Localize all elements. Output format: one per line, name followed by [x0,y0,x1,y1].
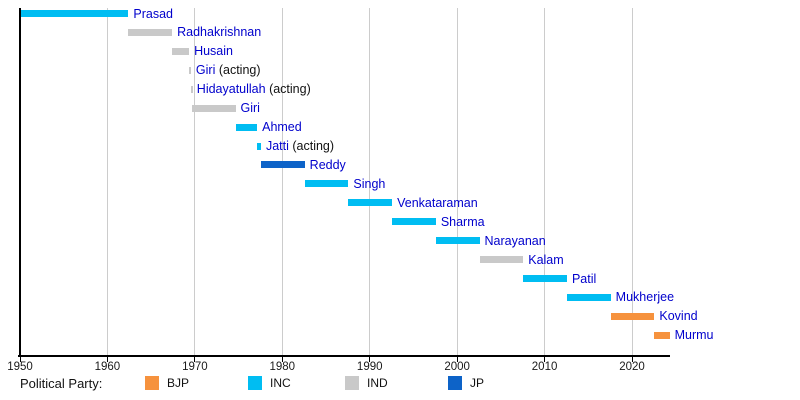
bar-name: Kovind [659,309,698,324]
bar-name: Murmu [674,328,714,343]
bar-giri-acting [189,66,192,74]
bar-kovind [610,312,655,320]
bar-murmu [654,331,670,339]
bar-radhakrishnan [128,28,173,36]
x-axis-line [18,355,670,357]
inc-color-swatch [248,376,262,390]
bar-label-narayanan: Narayanan [485,233,546,249]
bar-suffix: (acting) [215,63,261,78]
bar-name: Radhakrishnan [177,25,262,40]
bar-label-kovind: Kovind [659,308,697,324]
bjp-color-swatch [145,376,159,390]
bar-name: Giri [240,101,260,116]
bar-name: Venkataraman [397,195,478,210]
bar-suffix: (acting) [265,82,311,97]
x-axis-tick [19,357,21,362]
legend-title: Political Party: [20,376,103,391]
bar-ahmed [235,123,258,131]
x-axis-tick-label: 2020 [619,361,645,373]
bar-label-giri: Giri [241,100,260,116]
bar-name: Ahmed [262,120,302,135]
bar-sharma [392,218,436,226]
bar-label-prasad: Prasad [133,6,173,22]
x-axis-tick-label: 1960 [94,361,121,373]
x-axis-tick [281,357,283,362]
legend-label: IND [367,376,388,390]
bar-suffix: (acting) [288,139,335,153]
decade-gridline [281,8,283,355]
legend-label: BJP [167,376,190,390]
legend-label: INC [270,376,291,390]
x-axis-tick-label: 1950 [7,361,33,373]
x-axis-tick-label: 1980 [269,361,296,373]
bar-label-hidayatullah-acting: Hidayatullah (acting) [197,81,311,97]
bar-jatti-acting [257,142,261,150]
bar-name: Mukherjee [615,290,675,305]
bar-label-radhakrishnan: Radhakrishnan [177,24,261,40]
x-axis-tick [194,357,196,362]
decade-gridline [369,8,371,355]
decade-gridline [544,8,546,355]
bar-label-sharma: Sharma [441,214,485,230]
bar-label-kalam: Kalam [528,252,563,268]
x-axis-tick [456,357,458,362]
decade-gridline [631,8,633,355]
bar-label-venkataraman: Venkataraman [397,195,478,211]
bar-reddy [260,161,305,169]
bar-name: Narayanan [484,233,546,248]
x-axis-tick [106,357,108,362]
bar-label-murmu: Murmu [675,327,714,343]
bar-label-giri-acting: Giri (acting) [196,62,261,78]
bar-name: Sharma [440,214,485,229]
x-axis-tick-label: 2010 [531,361,558,373]
legend-label: JP [470,376,485,390]
decade-gridline [106,8,108,355]
x-axis-tick [631,357,633,362]
bar-hidayatullah-acting [190,85,193,93]
bar-patil [523,275,567,283]
bar-name: Prasad [133,6,174,21]
x-axis-tick-label: 1990 [356,361,383,373]
x-axis-tick [544,357,546,362]
bar-label-singh: Singh [353,176,385,192]
ind-color-swatch [345,376,359,390]
bar-name: Hidayatullah [196,82,266,97]
x-axis-tick-label: 2000 [444,361,470,373]
jp-color-swatch [448,376,462,390]
bar-label-ahmed: Ahmed [262,119,302,135]
bar-label-jatti-acting: Jatti (acting) [266,138,334,154]
bar-name: Giri [195,63,216,78]
decade-gridline [194,8,196,355]
decade-gridline [456,8,458,355]
bar-name: Kalam [528,252,564,267]
bar-name: Jatti [265,139,289,153]
bar-name: Reddy [309,157,346,172]
bar-label-reddy: Reddy [310,157,346,173]
bar-prasad [20,10,129,17]
bar-husain [172,47,190,55]
bar-mukherjee [566,293,611,301]
bar-name: Patil [571,271,597,286]
y-axis-line [19,8,21,357]
bar-label-husain: Husain [194,43,233,59]
bar-narayanan [435,237,480,245]
bar-name: Husain [194,44,233,59]
bar-label-mukherjee: Mukherjee [616,289,674,305]
x-axis-tick-label: 1970 [182,361,208,373]
bar-singh [304,180,349,188]
bar-kalam [479,256,524,264]
x-axis-tick [369,357,371,362]
bar-name: Singh [353,176,386,191]
bar-giri [191,104,236,112]
bar-venkataraman [348,199,393,207]
bar-label-patil: Patil [572,271,596,287]
